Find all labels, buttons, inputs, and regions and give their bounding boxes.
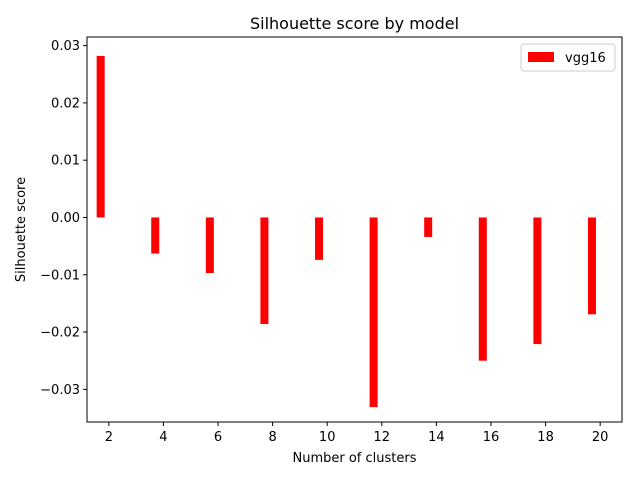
legend-box [520, 43, 616, 72]
legend-label: vgg16 [565, 51, 606, 66]
x-tick-label: 14 [428, 430, 445, 445]
x-axis-title: Number of clusters [292, 451, 416, 466]
x-tick-label: 12 [374, 430, 391, 445]
legend: vgg16 [520, 43, 616, 72]
x-tick-label: 6 [214, 430, 222, 445]
y-tick-label: −0.03 [40, 383, 80, 398]
bar-12 [369, 217, 378, 408]
chart-title: Silhouette score by model [250, 14, 459, 33]
x-tick-label: 10 [319, 430, 336, 445]
y-tick-label: 0.00 [51, 211, 80, 226]
bar-10 [315, 217, 324, 260]
x-tick-label: 4 [159, 430, 167, 445]
x-tick-label: 8 [268, 430, 276, 445]
bar-8 [260, 217, 269, 325]
y-tick-label: 0.01 [51, 154, 80, 169]
x-tick-label: 16 [483, 430, 500, 445]
bar-20 [587, 217, 596, 315]
bar-4 [151, 217, 160, 254]
x-tick-label: 2 [105, 430, 113, 445]
y-axis-title: Silhouette score [14, 177, 29, 282]
y-ticks: −0.03 −0.02 −0.01 0.00 0.01 0.02 0.03 [40, 39, 87, 398]
x-ticks: 2 4 6 8 10 12 14 16 18 20 [105, 422, 609, 445]
bar-2 [96, 55, 105, 218]
legend-swatch [528, 52, 554, 62]
x-tick-label: 20 [592, 430, 609, 445]
plot-frame [86, 36, 623, 423]
bar-6 [205, 217, 214, 274]
x-tick-label: 18 [537, 430, 554, 445]
bars-layer [96, 55, 596, 408]
bar-18 [533, 217, 542, 345]
bar-16 [478, 217, 487, 361]
bar-14 [424, 217, 433, 237]
y-tick-label: −0.01 [40, 268, 80, 283]
y-tick-label: 0.02 [51, 96, 80, 111]
y-tick-label: 0.03 [51, 39, 80, 54]
y-tick-label: −0.02 [40, 326, 80, 341]
